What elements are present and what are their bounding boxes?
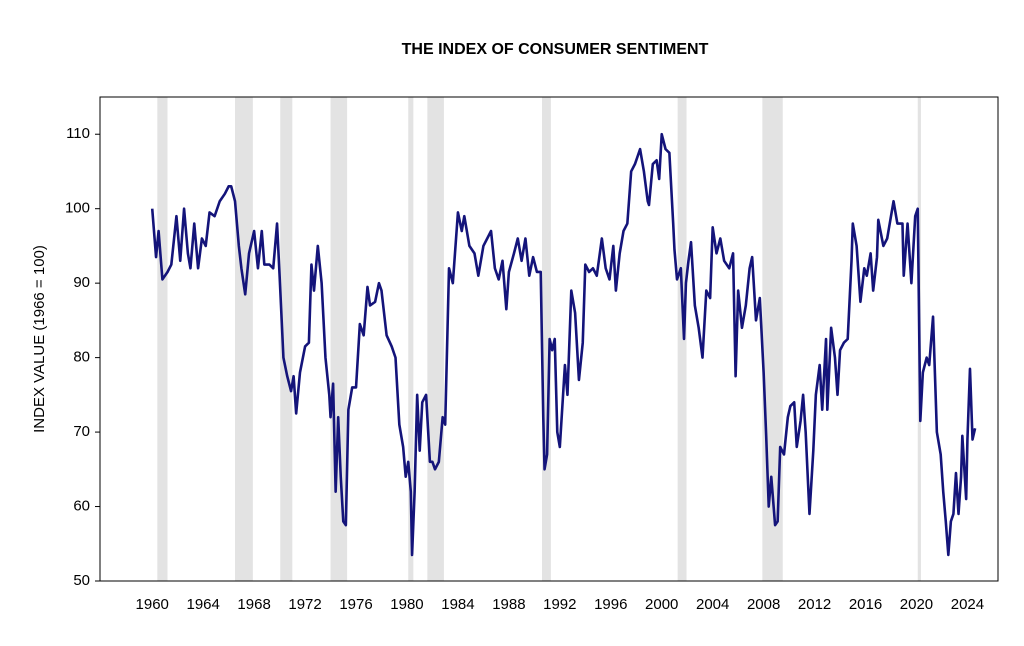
y-tick-label: 90 [73, 274, 90, 291]
x-tick-label: 1976 [339, 596, 372, 613]
plot-frame [99, 96, 999, 582]
recession-band [427, 97, 444, 581]
x-tick-label: 1984 [441, 596, 474, 613]
y-tick-label: 100 [65, 200, 90, 217]
x-tick-label: 2008 [747, 596, 780, 613]
x-tick-label: 2000 [645, 596, 678, 613]
x-tick-label: 1964 [186, 596, 219, 613]
x-tick-label: 1960 [136, 596, 169, 613]
y-tick-label: 50 [73, 572, 90, 589]
recession-band [677, 97, 687, 581]
x-tick-label: 1980 [390, 596, 423, 613]
x-tick-label: 2020 [900, 596, 933, 613]
y-tick-label: 80 [73, 349, 90, 366]
y-tick-label: 70 [73, 423, 90, 440]
recession-band [541, 97, 551, 581]
series-line [150, 132, 977, 557]
chart-title: THE INDEX OF CONSUMER SENTIMENT [402, 41, 709, 58]
recession-band [408, 97, 414, 581]
recession-band [330, 97, 348, 581]
recession-band [235, 97, 253, 581]
recession-band [280, 97, 293, 581]
x-tick-label: 1972 [288, 596, 321, 613]
x-tick-label: 2016 [849, 596, 882, 613]
x-tick-label: 1992 [543, 596, 576, 613]
y-tick-label: 60 [73, 498, 90, 515]
x-tick-label: 1996 [594, 596, 627, 613]
x-tick-label: 2024 [951, 596, 984, 613]
recession-band [157, 97, 168, 581]
x-tick-label: 1968 [237, 596, 270, 613]
x-tick-label: 2004 [696, 596, 729, 613]
y-axis-label: INDEX VALUE (1966 = 100) [31, 245, 48, 433]
x-tick-label: 1988 [492, 596, 525, 613]
x-tick-label: 2012 [798, 596, 831, 613]
y-tick-label: 110 [66, 125, 90, 142]
